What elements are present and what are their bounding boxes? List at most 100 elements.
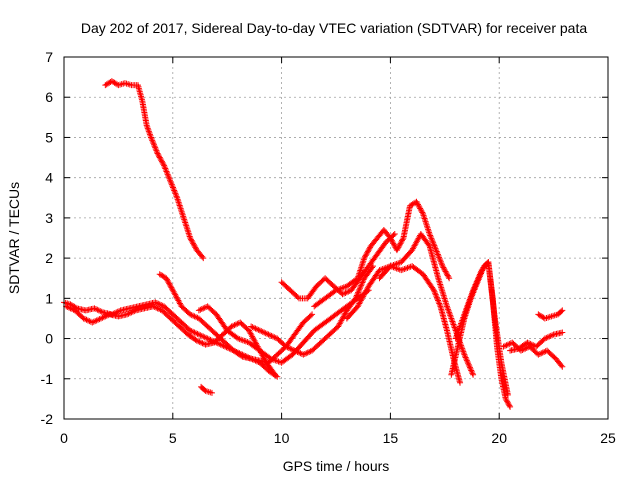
data-point-run bbox=[179, 320, 192, 333]
data-point-run bbox=[266, 332, 279, 341]
data-point-run bbox=[117, 80, 127, 88]
y-tick-label: 5 bbox=[45, 129, 53, 145]
data-point bbox=[426, 230, 433, 237]
data-point bbox=[470, 371, 477, 378]
data-points bbox=[61, 78, 566, 410]
data-point-run bbox=[408, 199, 419, 209]
y-tick-label: -1 bbox=[41, 371, 54, 387]
data-point-run bbox=[123, 80, 133, 88]
data-point-run bbox=[168, 316, 182, 329]
data-point-run bbox=[498, 361, 511, 397]
data-point-run bbox=[550, 311, 560, 319]
data-point-run bbox=[68, 302, 79, 311]
data-point-run bbox=[179, 304, 192, 317]
data-point-run bbox=[238, 320, 251, 333]
data-point bbox=[300, 351, 307, 358]
data-point bbox=[524, 339, 531, 346]
data-point-run bbox=[181, 216, 193, 240]
data-point-run bbox=[194, 248, 206, 260]
data-point-run bbox=[344, 304, 360, 321]
data-point bbox=[256, 327, 263, 334]
data-point-run bbox=[161, 164, 174, 184]
data-point-run bbox=[188, 328, 201, 337]
data-point-run bbox=[162, 304, 175, 317]
series-arc-b bbox=[63, 303, 279, 378]
data-point bbox=[193, 337, 200, 344]
data-point-run bbox=[205, 324, 219, 337]
data-point-run bbox=[275, 336, 288, 349]
data-point-run bbox=[433, 248, 446, 268]
data-point-run bbox=[170, 288, 184, 308]
data-point-run bbox=[345, 276, 360, 289]
data-point-run bbox=[90, 316, 103, 325]
data-point-run bbox=[409, 232, 424, 252]
data-point-run bbox=[444, 304, 459, 333]
data-point-run bbox=[199, 384, 208, 393]
series-arc-h bbox=[311, 198, 453, 310]
x-tick-label: 20 bbox=[491, 430, 507, 446]
data-point bbox=[502, 395, 509, 402]
data-point-run bbox=[437, 304, 450, 333]
data-point bbox=[204, 335, 211, 342]
data-point-run bbox=[426, 244, 441, 280]
data-point bbox=[387, 235, 394, 241]
chart-title: Day 202 of 2017, Sidereal Day-to-day VTE… bbox=[81, 20, 588, 36]
x-axis-label: GPS time / hours bbox=[283, 458, 390, 474]
data-point-run bbox=[223, 340, 236, 353]
data-point-run bbox=[381, 228, 393, 240]
data-point-run bbox=[553, 357, 565, 369]
data-point-run bbox=[305, 284, 319, 300]
data-point bbox=[457, 379, 464, 386]
data-point-run bbox=[400, 204, 413, 240]
data-point bbox=[413, 198, 420, 205]
data-point-run bbox=[462, 353, 476, 377]
data-point-run bbox=[427, 232, 439, 252]
grid bbox=[64, 57, 608, 419]
data-point bbox=[282, 343, 289, 350]
x-tick-label: 5 bbox=[169, 430, 177, 446]
data-point bbox=[535, 351, 542, 358]
data-point bbox=[461, 351, 468, 358]
series-arc-d bbox=[195, 287, 372, 366]
data-point-run bbox=[258, 348, 273, 361]
data-point-run bbox=[174, 196, 187, 220]
data-point-run bbox=[186, 332, 199, 343]
data-point-run bbox=[73, 308, 86, 321]
data-point-run bbox=[214, 312, 230, 333]
data-point-run bbox=[327, 324, 340, 337]
series-arc-e bbox=[198, 383, 215, 396]
y-tick-label: -2 bbox=[41, 411, 54, 427]
data-point bbox=[150, 303, 157, 310]
data-point-run bbox=[187, 236, 200, 252]
data-point bbox=[248, 323, 255, 330]
data-point-run bbox=[247, 340, 262, 353]
data-point-run bbox=[160, 308, 173, 321]
series-arc-g bbox=[278, 230, 398, 302]
data-point-run bbox=[420, 212, 433, 236]
data-point-run bbox=[388, 263, 403, 273]
data-point-run bbox=[344, 296, 358, 313]
data-point-run bbox=[355, 256, 367, 280]
data-point bbox=[154, 150, 161, 157]
data-point-run bbox=[214, 340, 227, 349]
data-point-run bbox=[355, 284, 371, 308]
data-point-run bbox=[399, 248, 415, 264]
data-point-run bbox=[545, 348, 558, 361]
data-point bbox=[152, 299, 159, 306]
data-point-run bbox=[418, 232, 432, 248]
x-tick-label: 15 bbox=[383, 430, 399, 446]
data-point-run bbox=[377, 264, 393, 281]
data-point bbox=[272, 371, 279, 378]
data-point-run bbox=[168, 180, 180, 200]
y-tick-label: 7 bbox=[45, 49, 53, 65]
data-point-run bbox=[171, 312, 184, 325]
data-point-run bbox=[110, 308, 123, 317]
data-point bbox=[97, 315, 104, 322]
data-point-run bbox=[158, 272, 168, 281]
data-point-run bbox=[197, 332, 210, 341]
data-point-run bbox=[410, 264, 425, 277]
data-point-run bbox=[301, 348, 314, 357]
series-arc-c bbox=[156, 271, 316, 366]
series-arc-f bbox=[248, 263, 376, 358]
data-point-run bbox=[153, 300, 166, 309]
